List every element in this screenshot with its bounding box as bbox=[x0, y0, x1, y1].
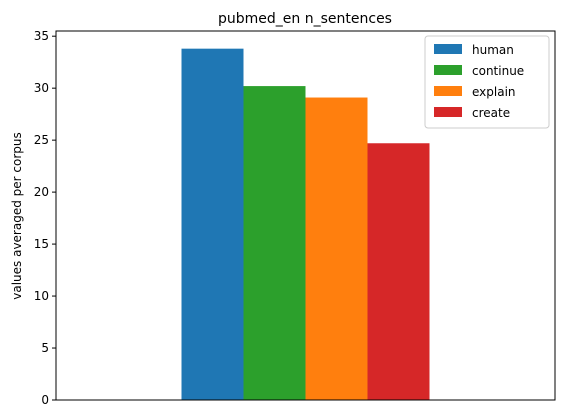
legend: human continue explain create bbox=[424, 35, 550, 129]
legend-label-explain: explain bbox=[472, 85, 516, 99]
legend-swatch-continue bbox=[434, 65, 462, 75]
bar-create bbox=[367, 143, 430, 400]
y-tick-label: 35 bbox=[34, 29, 49, 43]
bar-explain bbox=[305, 97, 368, 401]
legend-label-human: human bbox=[472, 43, 514, 57]
y-axis: 0 5 10 15 20 25 30 35 bbox=[34, 29, 56, 407]
y-tick-label: 20 bbox=[34, 185, 49, 199]
legend-swatch-create bbox=[434, 107, 462, 117]
bar-continue bbox=[243, 86, 306, 400]
y-tick-label: 5 bbox=[41, 341, 49, 355]
bar-human bbox=[181, 48, 244, 401]
legend-label-create: create bbox=[472, 106, 510, 120]
bars-group bbox=[181, 48, 430, 401]
y-tick-label: 10 bbox=[34, 289, 49, 303]
y-tick-label: 15 bbox=[34, 237, 49, 251]
legend-swatch-explain bbox=[434, 86, 462, 96]
y-tick-label: 25 bbox=[34, 133, 49, 147]
chart-title: pubmed_en n_sentences bbox=[218, 11, 392, 27]
legend-swatch-human bbox=[434, 44, 462, 54]
plot-frame bbox=[55, 30, 556, 401]
y-tick-label: 30 bbox=[34, 81, 49, 95]
legend-label-continue: continue bbox=[472, 64, 524, 78]
y-axis-label: values averaged per corpus bbox=[10, 132, 24, 300]
legend-box bbox=[424, 35, 550, 129]
y-tick-label: 0 bbox=[41, 393, 49, 407]
